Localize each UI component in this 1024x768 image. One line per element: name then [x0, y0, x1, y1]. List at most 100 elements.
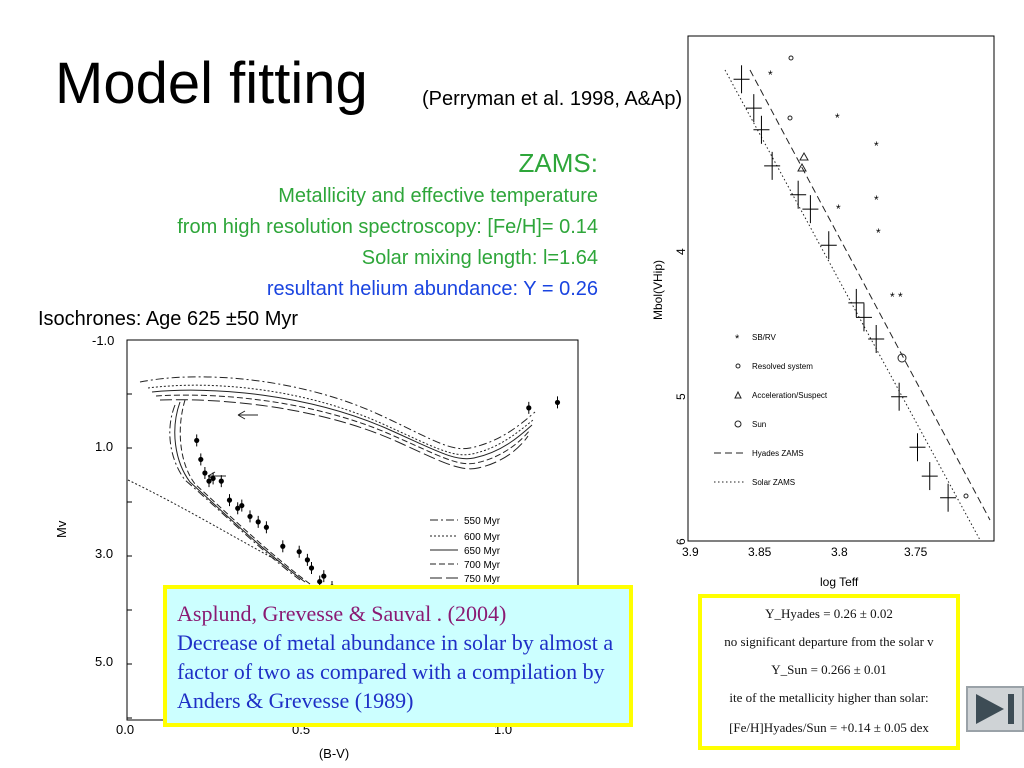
hr-xtick-4: 3.75 — [904, 545, 928, 559]
legend-label-750: 750 Myr — [464, 574, 501, 585]
legend-label-hyades: Hyades ZAMS — [752, 449, 804, 458]
end-bar-icon[interactable] — [1008, 694, 1014, 724]
sb-star-7: * * — [890, 290, 903, 304]
zams-line-2: from high resolution spectroscopy: [Fe/H… — [177, 216, 598, 238]
resolved-3 — [963, 493, 969, 499]
play-icon[interactable] — [976, 694, 1004, 724]
hr-ytick-3: 6 — [674, 538, 688, 545]
result-line-2: no significant departure from the solar … — [724, 634, 934, 649]
legend-label-resolved: Resolved system — [752, 362, 813, 371]
cmd-ylabel: Mv — [54, 520, 69, 538]
zams-info: ZAMS: Metallicity and effective temperat… — [177, 145, 598, 305]
cmd-xlabel: (B-V) — [319, 746, 349, 761]
zams-line-3: Solar mixing length: l=1.64 — [361, 247, 598, 269]
citation: (Perryman et al. 1998, A&Ap) — [422, 88, 683, 110]
legend-label-sun: Sun — [752, 420, 766, 429]
legend-label-sbrv: SB/RV — [752, 333, 777, 342]
cmd-point — [317, 578, 323, 585]
cmd-ytick-2: 1.0 — [95, 439, 113, 454]
cmd-point — [198, 456, 204, 463]
result-line-5: [Fe/H]Hyades/Sun = +0.14 ± 0.05 dex — [729, 720, 929, 735]
zams-heading: ZAMS: — [518, 148, 598, 178]
cmd-point — [554, 399, 561, 406]
hr-ytick-2: 5 — [674, 393, 688, 400]
cmd-legend: 550 Myr 600 Myr 650 Myr 700 Myr 750 Myr — [430, 516, 501, 585]
cmd-xtick-1: 0.0 — [116, 722, 134, 737]
hr-ylabel: Mbol(VHip) — [651, 260, 665, 320]
legend-label-accel: Acceleration/Suspect — [752, 391, 828, 400]
hr-data-points — [733, 65, 957, 512]
sb-star-2: * — [835, 111, 840, 125]
cmd-point — [206, 478, 212, 484]
isochrone-750 — [159, 399, 529, 470]
cmd-point — [263, 524, 269, 530]
sb-star-4: * — [874, 193, 879, 207]
cmd-point — [202, 470, 208, 476]
result-line-1: Y_Hyades = 0.26 ± 0.02 — [765, 606, 893, 621]
legend-label-650: 650 Myr — [464, 546, 501, 557]
cmd-point — [296, 549, 302, 555]
arrow-upper — [237, 410, 258, 420]
cmd-point — [194, 437, 200, 444]
hr-legend: * SB/RV Resolved system Acceleration/Sus… — [714, 333, 828, 487]
cmd-point — [210, 475, 216, 482]
cmd-data-points — [194, 396, 561, 593]
reference-text: Decrease of metal abundance in solar by … — [177, 630, 614, 713]
solar-zams-line — [724, 69, 981, 541]
ms-650 — [174, 401, 306, 583]
cmd-ytick-1: -1.0 — [92, 333, 114, 348]
cmd-point — [308, 565, 315, 571]
next-slide-icon[interactable] — [966, 686, 1024, 732]
ms-700 — [179, 399, 311, 585]
accel-2 — [797, 162, 807, 172]
result-line-3: Y_Sun = 0.266 ± 0.01 — [771, 662, 887, 677]
hr-ytick-1: 4 — [674, 248, 688, 255]
cmd-point — [247, 513, 253, 520]
cmd-point — [235, 505, 241, 511]
isochrones-label: Isochrones: Age 625 ±50 Myr — [38, 308, 299, 330]
cmd-point — [226, 497, 233, 503]
legend-label-solar: Solar ZAMS — [752, 478, 795, 487]
hr-extra-symbols: * * * * * * * * — [768, 55, 969, 499]
ms-550 — [169, 404, 301, 581]
accel-1 — [799, 151, 809, 161]
cmd-point — [218, 478, 224, 484]
zams-line-4: resultant helium abundance: Y = 0.26 — [266, 278, 598, 300]
cmd-chart: 550 Myr 600 Myr 650 Myr 700 Myr 750 Myr … — [54, 333, 579, 761]
sun-point — [897, 353, 907, 363]
cmd-point — [239, 502, 245, 509]
isochrone-550 — [139, 376, 536, 450]
legend-sym-resolved — [735, 363, 741, 369]
legend-sym-accel — [734, 390, 742, 399]
hr-xtick-1: 3.9 — [682, 545, 699, 559]
cmd-ytick-4: 5.0 — [95, 654, 113, 669]
cmd-point — [526, 405, 532, 411]
hyades-zams-line — [749, 69, 991, 521]
slide-title: Model fitting — [55, 51, 368, 116]
cmd-point — [255, 519, 261, 525]
hr-xtick-3: 3.8 — [831, 545, 848, 559]
isochrone-700 — [155, 394, 531, 465]
legend-sym-sbrv: * — [735, 333, 740, 345]
hr-xtick-2: 3.85 — [748, 545, 772, 559]
reference-box: Asplund, Grevesse & Sauval . (2004) Decr… — [163, 585, 633, 727]
isochrone-650 — [151, 389, 533, 460]
cmd-isochrones — [127, 376, 536, 585]
resolved-2 — [787, 115, 793, 121]
reference-authors: Asplund, Grevesse & Sauval . (2004) — [177, 601, 507, 626]
cmd-point — [321, 573, 327, 579]
cmd-point — [280, 543, 286, 549]
legend-sym-sun — [734, 420, 742, 428]
legend-label-600: 600 Myr — [464, 532, 501, 543]
cmd-point — [304, 557, 310, 563]
legend-label-700: 700 Myr — [464, 560, 501, 571]
sb-star-3: * — [874, 139, 879, 153]
cmd-ytick-3: 3.0 — [95, 546, 113, 561]
result-line-4: ite of the metallicity higher than solar… — [729, 690, 929, 705]
solar-zams-line — [127, 479, 281, 563]
sb-star-5: * — [876, 226, 881, 240]
zams-line-1: Metallicity and effective temperature — [278, 185, 598, 207]
result-box: Y_Hyades = 0.26 ± 0.02 no significant de… — [698, 594, 960, 750]
hr-xlabel: log Teff — [820, 575, 859, 589]
hr-chart: * * * * * * * * * SB/RV Resolved system … — [651, 35, 995, 589]
